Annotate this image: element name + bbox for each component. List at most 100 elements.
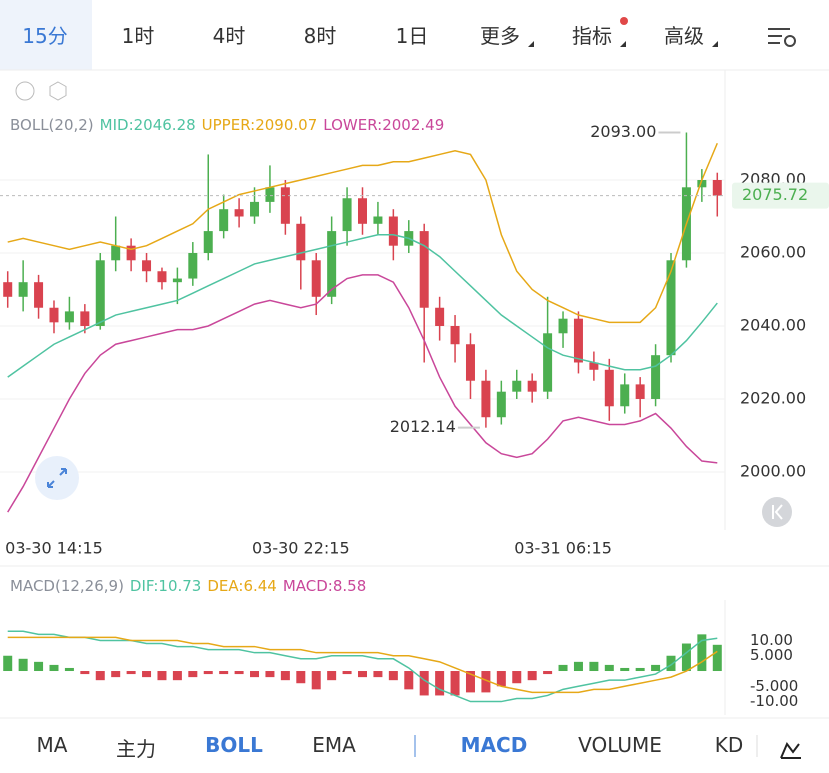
histogram-bar — [373, 671, 383, 678]
histogram-bar — [697, 634, 707, 672]
boll-legend: BOLL(20,2) MID:2046.28 UPPER:2090.07 LOWER:… — [10, 116, 444, 134]
indicator-tab[interactable]: KD — [714, 733, 744, 757]
candle-body — [172, 278, 182, 283]
legend-item: DEA:6.44 — [207, 577, 277, 595]
histogram-bar — [573, 661, 583, 672]
candle-body — [358, 198, 367, 224]
y-tick-label: 2060.00 — [740, 242, 806, 261]
candle-body — [111, 245, 121, 261]
indicator-tab[interactable]: MA — [36, 733, 68, 757]
histogram-bar — [188, 671, 198, 678]
tab[interactable]: 8时 — [303, 24, 337, 48]
histogram-bar — [80, 671, 90, 675]
candle-body — [95, 260, 105, 326]
histogram-bar — [311, 671, 321, 690]
candle-body — [465, 344, 475, 381]
candle-body — [666, 260, 676, 356]
histogram-bar — [358, 671, 367, 678]
histogram-bar — [18, 658, 28, 672]
candle-body — [188, 252, 198, 279]
candle-body — [311, 260, 321, 297]
indicator-tab[interactable]: 主力 — [116, 737, 156, 761]
candle-body — [219, 209, 229, 232]
indicator-tab[interactable]: MACD — [460, 733, 528, 757]
y-tick-label: -5.000 — [750, 677, 798, 695]
settings-icon[interactable] — [768, 28, 796, 47]
candle-body — [573, 318, 583, 363]
candle-body — [496, 391, 506, 418]
y-tick-label: 2040.00 — [740, 315, 806, 334]
tab[interactable]: 更多 — [480, 24, 520, 48]
histogram-bar — [95, 671, 105, 681]
candle-body — [712, 180, 722, 196]
histogram-bar — [512, 671, 522, 684]
histogram-bar — [172, 671, 182, 681]
candle-body — [250, 201, 260, 217]
settings-hex[interactable] — [49, 81, 67, 101]
candle-body — [527, 380, 537, 392]
chart-icon[interactable] — [780, 742, 801, 759]
candle-body — [435, 307, 445, 326]
histogram-bar — [635, 667, 645, 672]
collapse-icon[interactable] — [15, 81, 35, 101]
legend-item: MID:2046.28 — [99, 116, 196, 134]
zoom-button[interactable] — [35, 456, 79, 500]
tab[interactable]: 1日 — [395, 24, 429, 48]
marks: 2000.002020.002040.002060.002080.0003-30… — [0, 41, 829, 710]
y-tick-label: 5.000 — [750, 646, 793, 664]
histogram-bar — [589, 661, 599, 672]
histogram-bar — [126, 671, 136, 675]
histogram-bar — [234, 671, 244, 675]
indicator-line — [7, 142, 718, 324]
histogram-bar — [34, 661, 44, 672]
tab[interactable]: 15分 — [22, 24, 68, 48]
tab[interactable]: 4时 — [212, 24, 246, 48]
legend-item: MACD:8.58 — [282, 577, 367, 595]
indicator-tab[interactable]: BOLL — [205, 733, 263, 757]
histogram-bar — [342, 671, 352, 675]
indicator-tab[interactable]: VOLUME — [578, 733, 662, 757]
candle-body — [327, 231, 337, 297]
candle-body — [419, 231, 429, 308]
candle-body — [620, 384, 630, 407]
candle-body — [543, 333, 553, 392]
histogram-bar — [296, 671, 306, 684]
candle-body — [651, 355, 661, 399]
histogram-bar — [280, 671, 290, 681]
red-dot — [620, 17, 628, 25]
histogram-bar — [543, 671, 553, 675]
macd-legend: MACD(12,26,9) DIF:10.73 DEA:6.44 MACD:8.58 — [10, 577, 366, 595]
candle-body — [234, 209, 244, 217]
legend-item: UPPER:2090.07 — [201, 116, 318, 134]
histogram-bar — [435, 671, 445, 696]
y-tick-label: -10.00 — [750, 692, 798, 710]
candle-body — [64, 311, 74, 323]
x-tick-label: 03-30 22:15 — [252, 539, 350, 558]
histogram-bar — [604, 664, 614, 672]
candle-body — [558, 318, 568, 334]
candle-body — [450, 325, 460, 345]
tab[interactable]: 1时 — [121, 24, 155, 48]
histogram-bar — [265, 671, 275, 678]
candle-body — [265, 187, 275, 202]
indicator-tab[interactable]: EMA — [312, 733, 356, 757]
candle-body — [142, 260, 152, 272]
histogram-bar — [404, 671, 414, 690]
legend-item: MACD(12,26,9) — [10, 577, 124, 595]
candle-body — [635, 384, 645, 399]
histogram-bar — [620, 667, 630, 672]
tab[interactable]: 指标 — [572, 24, 612, 48]
histogram-bar — [64, 667, 74, 672]
candle-body — [589, 362, 599, 370]
tab[interactable]: 高级 — [664, 24, 704, 48]
histogram-bar — [558, 664, 568, 672]
dropdown-caret — [712, 41, 718, 47]
candle-body — [80, 311, 90, 326]
indicator-line — [7, 636, 718, 694]
candle-body — [512, 380, 522, 392]
candle-body — [388, 216, 398, 246]
annotation: 2012.14 — [390, 417, 456, 436]
candle-body — [157, 271, 167, 283]
